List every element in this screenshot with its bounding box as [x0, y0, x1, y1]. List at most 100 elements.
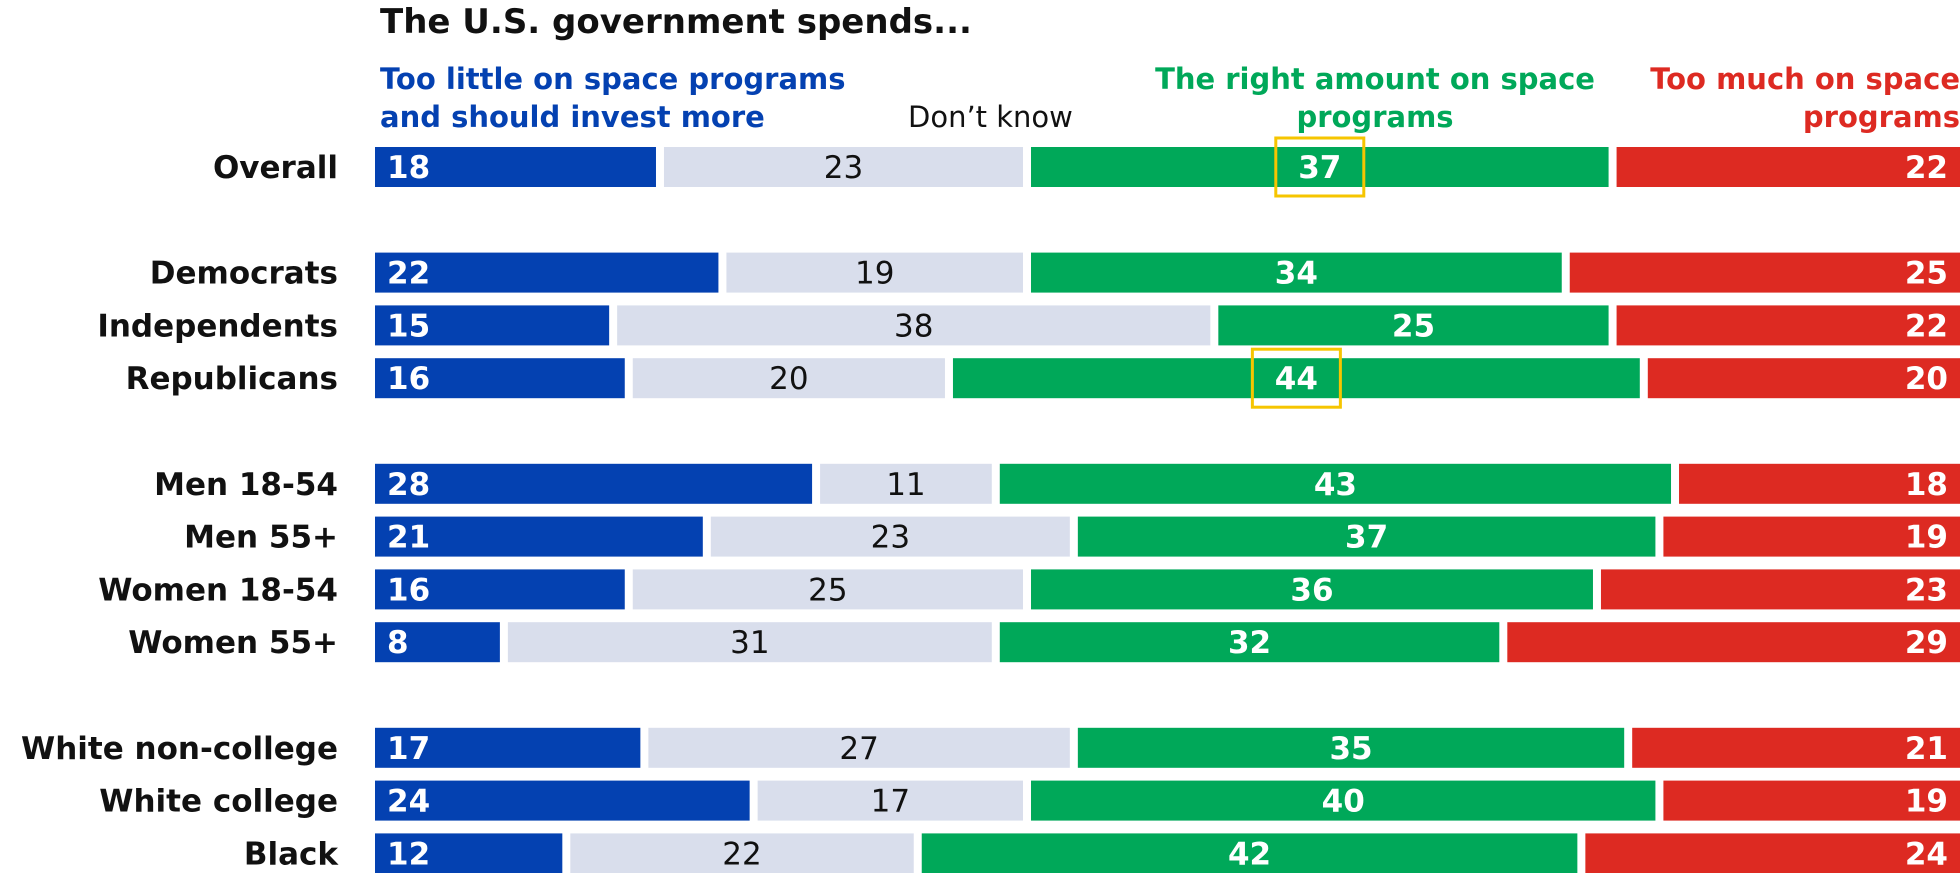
data-label-too-much: 19: [1905, 784, 1948, 820]
data-label-dont-know: 25: [808, 572, 847, 608]
bar-segment-dont-know: [632, 569, 1024, 610]
bar-segment-right-amount: [1031, 147, 1609, 187]
bar-segment-too-little: [375, 780, 750, 821]
highlight-box: [1250, 347, 1342, 409]
data-label-too-much: 21: [1905, 731, 1948, 767]
bar-segment-too-little: [375, 516, 703, 557]
data-label-right-amount: 34: [1275, 256, 1318, 292]
bar-segment-too-much: [1600, 569, 1960, 610]
row-label: Women 18-54: [98, 572, 338, 608]
bar-segment-too-little: [375, 833, 563, 873]
row-label: White college: [99, 784, 338, 820]
row-label: Men 18-54: [154, 467, 338, 503]
bar-segment-dont-know: [710, 516, 1070, 557]
data-label-too-much: 29: [1905, 625, 1948, 661]
bar-segment-dont-know: [617, 305, 1211, 346]
row-label: Overall: [213, 150, 338, 186]
data-label-dont-know: 17: [871, 784, 910, 820]
bar-segment-right-amount: [1218, 305, 1609, 346]
highlight-box: [1274, 136, 1366, 198]
data-label-too-little: 22: [387, 256, 430, 292]
bar-segment-right-amount: [1031, 569, 1593, 610]
data-label-dont-know: 27: [839, 731, 878, 767]
bar-segment-right-amount: [999, 622, 1500, 663]
data-label-too-little: 12: [387, 836, 430, 872]
bar-segment-too-little: [375, 569, 625, 610]
data-label-too-little: 18: [387, 150, 430, 186]
data-label-right-amount: 32: [1228, 625, 1271, 661]
row-label: Men 55+: [184, 520, 338, 556]
data-label-right-amount: 43: [1314, 467, 1357, 503]
chart-title: The U.S. government spends...: [380, 2, 972, 42]
data-label-dont-know: 11: [886, 467, 925, 503]
bar-segment-dont-know: [757, 780, 1024, 821]
data-label-dont-know: 31: [730, 625, 769, 661]
bar-segment-too-much: [1616, 305, 1960, 346]
data-label-too-little: 16: [387, 572, 430, 608]
row-label: White non-college: [21, 731, 338, 767]
data-label-dont-know: 38: [894, 308, 933, 344]
bar-segment-dont-know: [663, 147, 1024, 187]
bar-segment-dont-know: [570, 833, 914, 873]
bar-segment-too-much: [1679, 463, 1960, 504]
row-label: Women 55+: [128, 625, 338, 661]
data-label-too-little: 28: [387, 467, 430, 503]
data-label-right-amount: 36: [1290, 572, 1333, 608]
bar-segment-too-much: [1616, 147, 1960, 187]
data-label-right-amount: 37: [1298, 150, 1341, 186]
bar-segment-right-amount: [1077, 727, 1625, 768]
data-label-too-little: 17: [387, 731, 430, 767]
bar-segment-too-much: [1663, 780, 1960, 821]
data-label-too-little: 15: [387, 308, 430, 344]
bar-segment-right-amount: [1031, 252, 1562, 293]
bar-segment-too-little: [375, 727, 641, 768]
bar-segment-right-amount: [952, 358, 1640, 399]
data-label-dont-know: 23: [871, 520, 910, 556]
bar-segment-dont-know: [726, 252, 1024, 293]
legend-dont-know: Don’t know: [908, 100, 1073, 134]
bar-segment-dont-know: [820, 463, 992, 504]
bar-segment-right-amount: [921, 833, 1578, 873]
data-label-right-amount: 42: [1228, 836, 1271, 872]
row-label: Black: [244, 836, 340, 872]
bar-segment-too-much: [1632, 727, 1960, 768]
bar-segment-right-amount: [1031, 780, 1656, 821]
legend-too-much: Too much on space programs: [1650, 62, 1960, 134]
data-label-too-little: 8: [387, 625, 409, 661]
data-label-dont-know: 20: [769, 361, 808, 397]
data-label-dont-know: 19: [855, 256, 894, 292]
bar-segment-too-little: [375, 358, 625, 399]
bar-segment-too-little: [375, 305, 610, 346]
data-label-too-much: 20: [1905, 361, 1948, 397]
data-label-too-much: 22: [1905, 308, 1948, 344]
legend-right-amount: The right amount on space programs: [1155, 62, 1595, 134]
data-label-too-much: 18: [1905, 467, 1948, 503]
bar-segment-too-little: [375, 622, 500, 663]
bar-segment-too-much: [1663, 516, 1960, 557]
bar-segment-too-little: [375, 252, 719, 293]
data-label-too-little: 21: [387, 520, 430, 556]
row-label: Independents: [97, 308, 338, 344]
bar-segment-too-much: [1569, 252, 1960, 293]
bar-segment-dont-know: [507, 622, 992, 663]
bar-segment-right-amount: [999, 463, 1672, 504]
data-label-right-amount: 44: [1275, 361, 1318, 397]
row-label: Democrats: [150, 256, 338, 292]
data-label-right-amount: 40: [1322, 784, 1365, 820]
bar-segment-too-much: [1647, 358, 1960, 399]
data-label-right-amount: 25: [1392, 308, 1435, 344]
bar-segment-too-little: [375, 147, 656, 187]
bar-segment-right-amount: [1077, 516, 1656, 557]
data-label-too-little: 16: [387, 361, 430, 397]
data-label-too-much: 24: [1905, 836, 1948, 872]
row-label: Republicans: [126, 361, 338, 397]
data-label-too-much: 22: [1905, 150, 1948, 186]
data-label-dont-know: 22: [722, 836, 761, 872]
bar-segment-too-little: [375, 463, 813, 504]
bar-segment-dont-know: [632, 358, 945, 399]
data-label-right-amount: 35: [1329, 731, 1372, 767]
data-label-too-much: 25: [1905, 256, 1948, 292]
data-label-too-much: 19: [1905, 520, 1948, 556]
bar-segment-dont-know: [648, 727, 1070, 768]
